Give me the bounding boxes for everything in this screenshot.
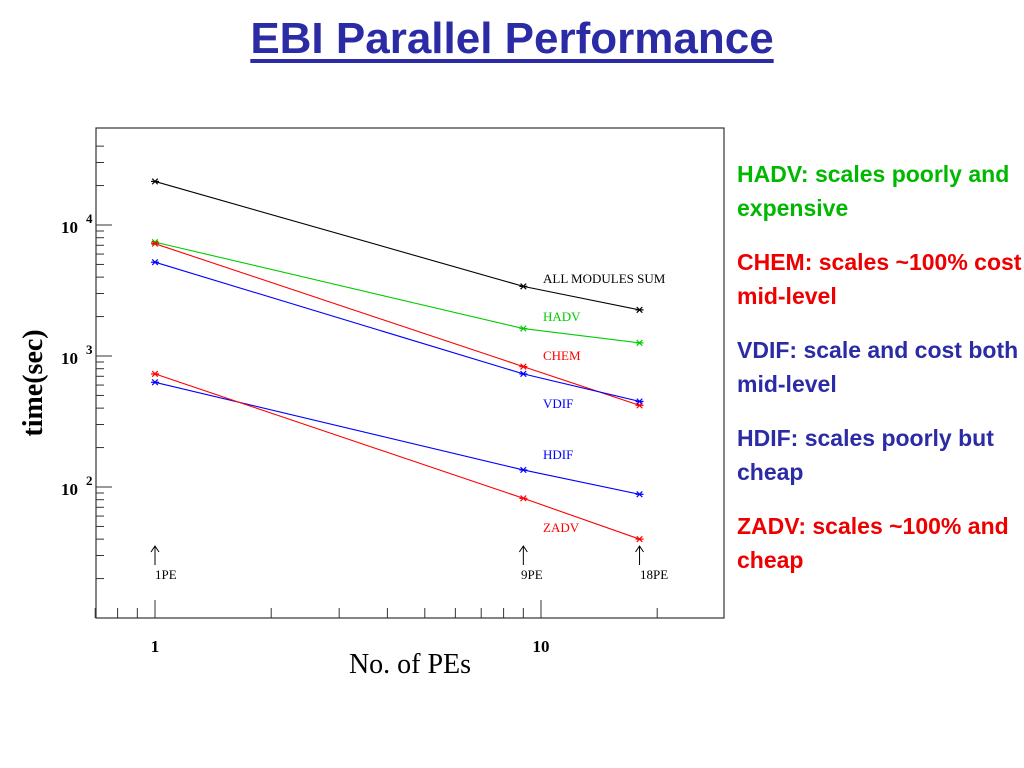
data-point xyxy=(151,240,159,247)
series-label: ZADV xyxy=(543,520,580,535)
y-tick-label: 10 xyxy=(61,480,78,499)
series-line-chem xyxy=(154,243,640,406)
marker-stroke xyxy=(151,178,159,185)
marker-stroke xyxy=(151,240,159,247)
data-point xyxy=(519,370,528,378)
data-point xyxy=(635,398,644,405)
note-hadv: HADV: scales poorly and expensive xyxy=(737,161,1010,221)
data-point xyxy=(635,535,644,543)
marker-stroke xyxy=(520,325,527,332)
note-vdif: VDIF: scale and cost both mid-level xyxy=(737,337,1019,397)
data-point xyxy=(635,339,644,347)
series-line-hadv xyxy=(154,241,640,344)
data-point xyxy=(151,178,159,185)
series-markers xyxy=(151,178,644,543)
y-axis-label: time(sec) xyxy=(18,329,49,436)
series-label: CHEM xyxy=(543,348,581,363)
y-tick-label: 10 xyxy=(61,349,78,368)
marker-stroke xyxy=(636,535,643,543)
data-point xyxy=(151,370,159,378)
y-tick-label-exponent: 3 xyxy=(86,342,93,357)
x-tick-label: 1 xyxy=(151,637,160,656)
data-point xyxy=(519,495,528,502)
marker-stroke xyxy=(636,491,643,498)
data-point xyxy=(635,306,644,314)
note-hdif: HDIF: scales poorly but cheap xyxy=(737,425,994,485)
marker-stroke xyxy=(520,283,527,290)
marker-stroke xyxy=(520,370,527,378)
marker-stroke xyxy=(636,398,643,405)
note-zadv: ZADV: scales ~100% and cheap xyxy=(737,513,1009,573)
marker-stroke xyxy=(151,258,159,266)
marker-stroke xyxy=(151,379,159,386)
pe-markers: 1PE 9PE 18PE xyxy=(150,545,668,582)
tick-labels: 10 2 10 3 10 4 1 10 xyxy=(61,211,550,656)
data-point xyxy=(519,466,528,474)
y-tick-label-exponent: 4 xyxy=(86,211,93,226)
slide-title: EBI Parallel Performance xyxy=(250,14,774,63)
note-chem: CHEM: scales ~100% cost mid-level xyxy=(737,249,1022,309)
plot-frame xyxy=(95,127,725,619)
x-tick-label: 10 xyxy=(533,637,550,656)
series-label: ALL MODULES SUM xyxy=(543,271,666,286)
pe-label: 18PE xyxy=(640,567,668,582)
data-point xyxy=(635,491,644,498)
y-tick-label: 10 xyxy=(61,218,78,237)
series-label: HADV xyxy=(543,309,581,324)
pe-label: 1PE xyxy=(155,567,177,582)
data-point xyxy=(151,379,159,386)
pe-arrow-head xyxy=(635,545,644,553)
pe-label: 9PE xyxy=(521,567,543,582)
data-point xyxy=(519,325,528,332)
marker-stroke xyxy=(636,339,643,347)
marker-stroke xyxy=(520,495,527,502)
series-labels: ALL MODULES SUM HADV CHEM VDIF HDIF ZADV xyxy=(543,271,666,535)
marker-stroke xyxy=(151,370,159,378)
marker-stroke xyxy=(520,363,527,370)
x-axis-label: No. of PEs xyxy=(349,649,471,680)
pe-arrow-head xyxy=(150,545,160,553)
series-line-all-modules-sum xyxy=(154,180,640,311)
data-point xyxy=(519,363,528,370)
data-point xyxy=(519,283,528,290)
series-label: HDIF xyxy=(543,447,573,462)
data-point xyxy=(151,258,159,266)
pe-arrow-head xyxy=(518,545,528,553)
notes-panel: HADV: scales poorly and expensive CHEM: … xyxy=(737,157,1024,597)
marker-stroke xyxy=(636,306,643,314)
y-tick-label-exponent: 2 xyxy=(86,473,93,488)
axis-ticks xyxy=(94,145,658,618)
marker-stroke xyxy=(520,466,527,474)
series-label: VDIF xyxy=(543,396,573,411)
